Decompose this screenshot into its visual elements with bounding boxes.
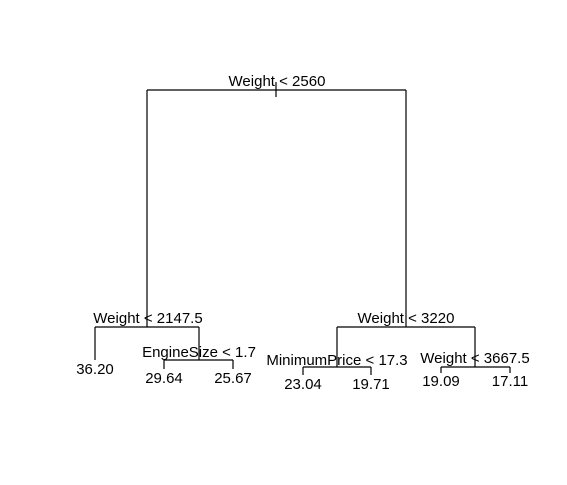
- weight-3667-split-label: Weight < 3667.5: [420, 350, 529, 367]
- left-node: Weight < 2147.5 36.20: [76, 310, 202, 378]
- leaf-label: 23.04: [284, 376, 322, 393]
- root-split-label: Weight < 2560: [229, 73, 326, 90]
- enginesize-node: EngineSize < 1.7 29.64 25.67: [142, 344, 256, 387]
- leaf-label: 19.71: [352, 376, 390, 393]
- right-split-label: Weight < 3220: [358, 310, 455, 327]
- root-node: Weight < 2560: [146, 73, 407, 327]
- leaf-label: 25.67: [214, 370, 252, 387]
- weight-3667-node: Weight < 3667.5 19.09 17.11: [420, 350, 529, 390]
- minimumprice-split-label: MinimumPrice < 17.3: [266, 352, 407, 369]
- left-split-label: Weight < 2147.5: [93, 310, 202, 327]
- leaf-label: 36.20: [76, 361, 114, 378]
- right-node: Weight < 3220: [336, 310, 476, 367]
- leaf-label: 19.09: [422, 373, 460, 390]
- leaf-label: 17.11: [492, 373, 528, 390]
- minimumprice-node: MinimumPrice < 17.3 23.04 19.71: [266, 352, 407, 393]
- leaf-label: 29.64: [145, 370, 183, 387]
- enginesize-split-label: EngineSize < 1.7: [142, 344, 256, 361]
